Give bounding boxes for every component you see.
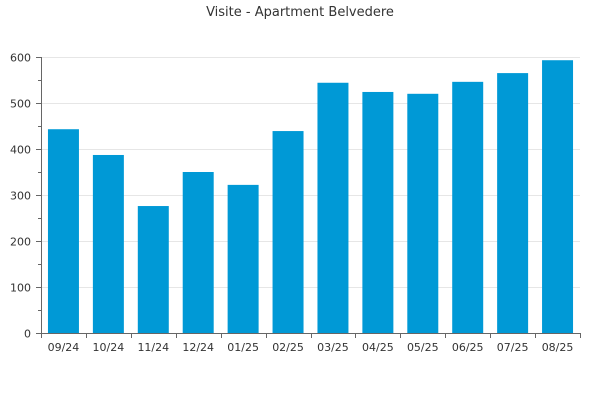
x-tick-label: 02/25 <box>272 341 304 354</box>
bar <box>92 154 124 333</box>
bar <box>272 131 304 333</box>
bar <box>362 91 394 334</box>
bar <box>542 60 574 333</box>
x-tick-label: 11/24 <box>137 341 169 354</box>
bar <box>182 172 214 333</box>
y-tick-label: 500 <box>10 98 31 111</box>
y-tick-label: 0 <box>24 328 31 341</box>
x-tick-label: 06/25 <box>452 341 484 354</box>
bars <box>47 60 574 334</box>
x-tick-label: 01/25 <box>227 341 259 354</box>
bar <box>497 73 529 333</box>
bar <box>227 184 259 333</box>
x-tick-label: 07/25 <box>497 341 529 354</box>
bar <box>317 82 349 333</box>
x-tick-label: 09/24 <box>48 341 80 354</box>
bar <box>47 129 79 333</box>
y-tick-label: 200 <box>10 236 31 249</box>
y-tick-label: 600 <box>10 52 31 65</box>
x-tick-label: 05/25 <box>407 341 439 354</box>
x-tick-label: 12/24 <box>182 341 214 354</box>
axes <box>36 57 581 338</box>
bar <box>137 206 169 333</box>
x-tick-label: 03/25 <box>317 341 349 354</box>
bar <box>407 93 439 333</box>
x-tick-label: 08/25 <box>542 341 574 354</box>
chart-title: Visite - Apartment Belvedere <box>206 5 394 20</box>
y-tick-labels: 0 100 200 300 400 500 600 <box>10 52 31 341</box>
y-tick-label: 100 <box>10 282 31 295</box>
y-tick-label: 400 <box>10 144 31 157</box>
bar <box>452 81 484 333</box>
y-tick-label: 300 <box>10 190 31 203</box>
x-tick-labels: 09/24 10/24 11/24 12/24 01/25 02/25 03/25 04/25… <box>48 341 574 354</box>
x-tick-label: 04/25 <box>362 341 394 354</box>
x-tick-label: 10/24 <box>93 341 125 354</box>
grid-lines <box>41 57 580 288</box>
